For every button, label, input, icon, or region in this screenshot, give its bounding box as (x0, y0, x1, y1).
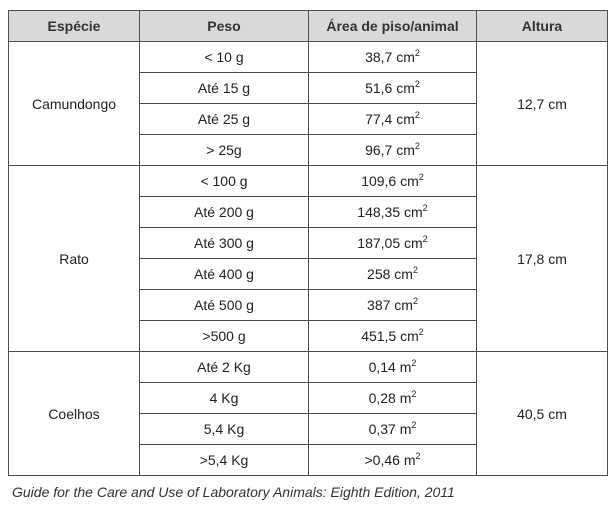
area-cell: 109,6 cm2 (308, 165, 477, 197)
weight-cell: < 100 g (139, 165, 309, 197)
table-row: Coelhos Até 2 Kg 0,14 m2 40,5 cm (8, 351, 608, 476)
weight-cell: 5,4 Kg (139, 413, 309, 445)
area-cell: 451,5 cm2 (308, 320, 477, 352)
weight-cell: >5,4 Kg (139, 444, 309, 476)
table-row: Camundongo < 10 g 38,7 cm2 12,7 cm (8, 41, 608, 166)
area-cell: 0,14 m2 (308, 351, 477, 383)
area-cell: 96,7 cm2 (308, 134, 477, 166)
weight-cell: < 10 g (139, 41, 309, 73)
table-row: Até 500 g 387 cm2 (9, 289, 608, 321)
area-cell: 38,7 cm2 (308, 41, 477, 73)
height-cell: 40,5 cm (476, 351, 608, 476)
species-cell: Coelhos (8, 351, 140, 476)
species-cell: Camundongo (8, 41, 140, 166)
table-row: > 25g 96,7 cm2 (9, 134, 608, 166)
table-row: Até 25 g 77,4 cm2 (9, 103, 608, 135)
source-caption: Guide for the Care and Use of Laboratory… (12, 484, 455, 500)
table-row: 5,4 Kg 0,37 m2 (9, 413, 608, 445)
space-requirements-table: Espécie Peso Área de piso/animal Altura … (8, 10, 608, 476)
area-cell: >0,46 m2 (308, 444, 477, 476)
header-area: Área de piso/animal (308, 10, 477, 42)
area-cell: 148,35 cm2 (308, 196, 477, 228)
table-row: Até 15 g 51,6 cm2 (9, 72, 608, 104)
header-especie: Espécie (8, 10, 140, 42)
table-row: 4 Kg 0,28 m2 (9, 382, 608, 414)
area-cell: 77,4 cm2 (308, 103, 477, 135)
weight-cell: 4 Kg (139, 382, 309, 414)
header-altura: Altura (476, 10, 608, 42)
area-cell: 187,05 cm2 (308, 227, 477, 259)
area-cell: 0,28 m2 (308, 382, 477, 414)
area-cell: 258 cm2 (308, 258, 477, 290)
header-row: Espécie Peso Área de piso/animal Altura (8, 10, 608, 42)
table-row: >500 g 451,5 cm2 (9, 320, 608, 352)
weight-cell: Até 400 g (139, 258, 309, 290)
table-row: Rato < 100 g 109,6 cm2 17,8 cm (8, 165, 608, 352)
weight-cell: Até 25 g (139, 103, 309, 135)
height-cell: 12,7 cm (476, 41, 608, 166)
weight-cell: Até 300 g (139, 227, 309, 259)
table-row: >5,4 Kg >0,46 m2 (9, 444, 608, 476)
height-cell: 17,8 cm (476, 165, 608, 352)
header-peso: Peso (139, 10, 309, 42)
species-cell: Rato (8, 165, 140, 352)
table-row: Até 300 g 187,05 cm2 (9, 227, 608, 259)
table-row: Até 400 g 258 cm2 (9, 258, 608, 290)
weight-cell: Até 500 g (139, 289, 309, 321)
weight-cell: > 25g (139, 134, 309, 166)
weight-cell: Até 2 Kg (139, 351, 309, 383)
weight-cell: Até 200 g (139, 196, 309, 228)
area-cell: 0,37 m2 (308, 413, 477, 445)
area-cell: 51,6 cm2 (308, 72, 477, 104)
area-cell: 387 cm2 (308, 289, 477, 321)
weight-cell: Até 15 g (139, 72, 309, 104)
weight-cell: >500 g (139, 320, 309, 352)
